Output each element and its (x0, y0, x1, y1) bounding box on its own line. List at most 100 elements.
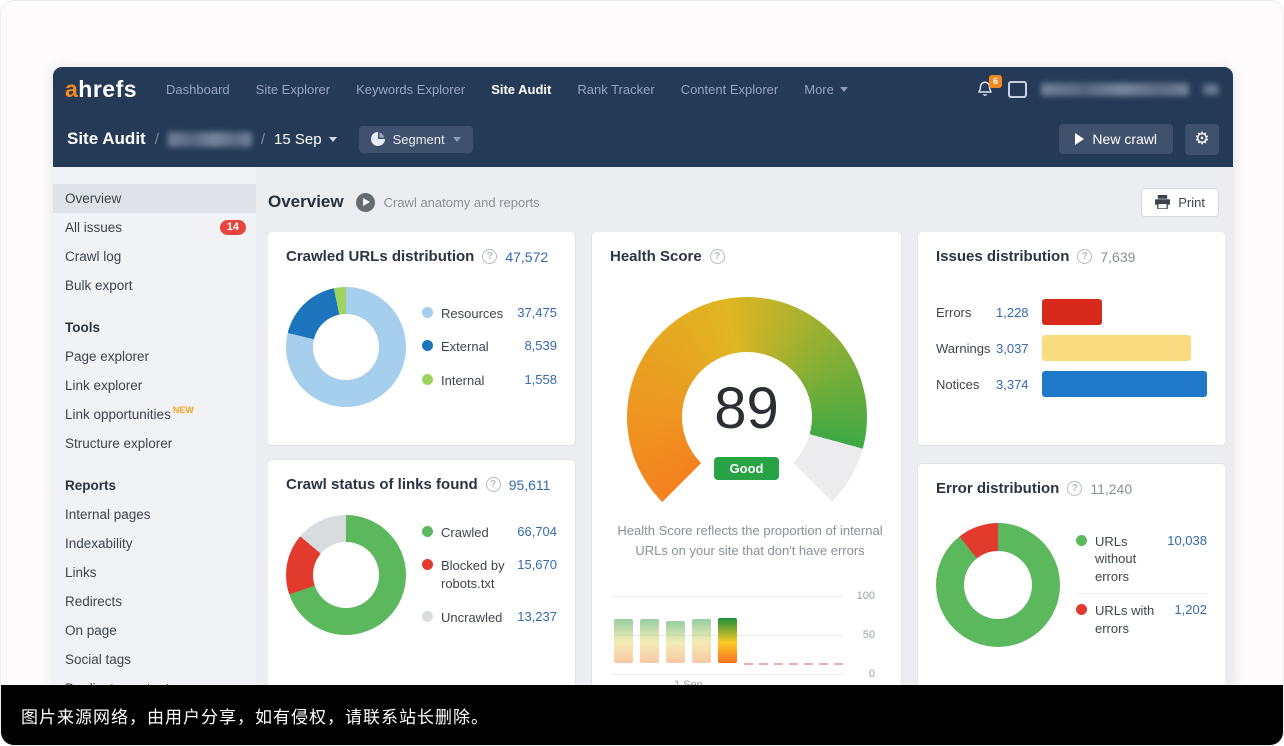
donut-hole (964, 551, 1032, 619)
new-feature-tag: NEW (172, 404, 194, 415)
project-name-blurred[interactable] (167, 131, 252, 147)
uncrawled-value-link[interactable]: 13,237 (517, 608, 557, 624)
xtick-1-sep: 1 Sep (674, 678, 703, 687)
issue-row-warnings: Warnings 3,037 (936, 335, 1207, 361)
breadcrumb-separator: / (154, 130, 159, 148)
legend-dot (1076, 534, 1087, 546)
internal-value-link[interactable]: 1,558 (524, 371, 557, 387)
nav-keywords-explorer[interactable]: Keywords Explorer (356, 81, 466, 97)
urls-without-errors-link[interactable]: 10,038 (1167, 532, 1207, 548)
nav-more[interactable]: More (793, 76, 859, 103)
errors-bar[interactable] (1042, 299, 1103, 325)
errors-value-link[interactable]: 1,228 (996, 304, 1029, 320)
content-area: Overview Crawl anatomy and reports Print (256, 167, 1233, 687)
issue-row-notices: Notices 3,374 (936, 371, 1207, 397)
notices-bar[interactable] (1042, 371, 1207, 397)
help-icon[interactable]: ? (485, 477, 501, 492)
settings-button[interactable]: ⚙ (1185, 123, 1219, 155)
crawled-value-link[interactable]: 66,704 (517, 523, 557, 539)
print-button[interactable]: Print (1141, 187, 1219, 217)
tutorial-play-icon[interactable] (355, 192, 375, 212)
account-menu-blurred[interactable] (1203, 83, 1219, 95)
nav-site-audit[interactable]: Site Audit (491, 81, 552, 97)
sidebar-item-link-opportunities[interactable]: Link opportunities NEW (65, 404, 194, 423)
chevron-down-icon (452, 136, 461, 142)
health-gauge: 89 Good (625, 291, 869, 537)
legend-row-internal: Internal 1,558 (422, 364, 557, 398)
page-subtitle: Crawl anatomy and reports (383, 194, 540, 210)
trend-bar[interactable] (666, 620, 685, 664)
health-score-card: Health Score ? 89 Good Health Score refl… (592, 232, 901, 687)
footer-disclaimer-bar: 图片来源网络，由用户分享，如有侵权，请联系站长删除。 (1, 685, 1283, 745)
help-icon[interactable]: ? (709, 249, 725, 264)
warnings-bar[interactable] (1042, 335, 1191, 361)
error-total: 11,240 (1090, 480, 1133, 497)
trend-bar[interactable] (640, 619, 659, 664)
breadcrumb-separator: / (260, 130, 266, 148)
sidebar-item-page-explorer[interactable]: Page explorer (65, 349, 150, 364)
health-trend-chart: 100 50 0 1 Sep (612, 590, 875, 687)
help-icon[interactable]: ? (1077, 249, 1093, 264)
card-title: Health Score (610, 248, 702, 265)
trend-bar[interactable] (614, 619, 633, 664)
sidebar-item-links[interactable]: Links (65, 565, 97, 580)
card-title: Crawl status of links found (286, 476, 478, 493)
segment-button[interactable]: Segment (358, 125, 473, 153)
account-name-blurred[interactable] (1041, 82, 1189, 96)
logo-rest: hrefs (78, 75, 138, 102)
logo-letter-a: a (65, 75, 79, 102)
sidebar-item-duplicate-content[interactable]: Duplicate content (53, 674, 256, 687)
notices-value-link[interactable]: 3,374 (996, 376, 1029, 392)
pie-segment-icon (370, 132, 385, 146)
sidebar-heading-tools: Tools (65, 320, 100, 335)
nav-content-explorer[interactable]: Content Explorer (680, 81, 779, 97)
sidebar-item-on-page[interactable]: On page (65, 623, 117, 638)
blocked-value-link[interactable]: 15,670 (517, 557, 557, 573)
trend-bar-current[interactable] (718, 617, 737, 664)
disclaimer-text: 图片来源网络，由用户分享，如有侵权，请联系站长删除。 (21, 707, 489, 727)
help-icon[interactable]: ? (482, 249, 498, 264)
nav-site-explorer[interactable]: Site Explorer (255, 81, 331, 97)
help-icon[interactable]: ? (1067, 481, 1083, 496)
nav-rank-tracker[interactable]: Rank Tracker (577, 81, 655, 97)
subnav-right: New crawl ⚙ (1059, 123, 1219, 155)
column-1: Crawled URLs distribution ? 47,572 Resou… (268, 232, 575, 687)
sidebar-item-crawl-log[interactable]: Crawl log (65, 249, 122, 264)
notifications-button[interactable]: 6 (976, 75, 1002, 98)
sidebar-item-bulk-export[interactable]: Bulk export (65, 278, 133, 293)
crawled-total-link[interactable]: 47,572 (505, 248, 549, 265)
resources-value-link[interactable]: 37,475 (517, 304, 557, 320)
breadcrumb: Site Audit / / 15 Sep (67, 129, 337, 149)
sidebar-item-link-explorer[interactable]: Link explorer (65, 378, 143, 393)
sidebar-item-redirects[interactable]: Redirects (65, 594, 123, 609)
sidebar-item-overview[interactable]: Overview (53, 184, 256, 213)
topnav-right: 6 (976, 75, 1219, 98)
ahrefs-logo[interactable]: ahrefs (65, 76, 137, 103)
external-value-link[interactable]: 8,539 (524, 338, 557, 354)
new-crawl-button[interactable]: New crawl (1059, 124, 1173, 154)
crawl-date-dropdown[interactable]: 15 Sep (274, 131, 337, 148)
screen-share-icon[interactable] (1008, 80, 1027, 98)
sidebar-item-indexability[interactable]: Indexability (65, 536, 133, 551)
issues-total: 7,639 (1100, 248, 1136, 265)
warnings-value-link[interactable]: 3,037 (996, 340, 1029, 356)
sidebar-item-structure-explorer[interactable]: Structure explorer (65, 436, 173, 451)
app-window: ahrefs Dashboard Site Explorer Keywords … (53, 67, 1233, 687)
donut-hole (313, 542, 379, 608)
crawled-urls-donut-chart (286, 287, 406, 407)
legend-row-crawled: Crawled 66,704 (422, 516, 557, 550)
legend-dot (422, 525, 433, 537)
bell-icon (976, 80, 994, 98)
legend-row-resources: Resources 37,475 (422, 297, 557, 331)
content-header: Overview Crawl anatomy and reports Print (268, 187, 1225, 217)
nav-dashboard[interactable]: Dashboard (166, 81, 230, 97)
sidebar-item-all-issues[interactable]: All issues 14 (53, 213, 256, 242)
legend-dot (1076, 604, 1087, 616)
top-navbar: ahrefs Dashboard Site Explorer Keywords … (53, 67, 1233, 111)
links-total-link[interactable]: 95,611 (508, 476, 551, 493)
trend-bar[interactable] (692, 619, 711, 664)
sidebar-item-internal-pages[interactable]: Internal pages (65, 507, 151, 522)
breadcrumb-section: Site Audit (67, 129, 146, 148)
sidebar-item-social-tags[interactable]: Social tags (65, 652, 132, 667)
urls-with-errors-link[interactable]: 1,202 (1174, 602, 1207, 618)
